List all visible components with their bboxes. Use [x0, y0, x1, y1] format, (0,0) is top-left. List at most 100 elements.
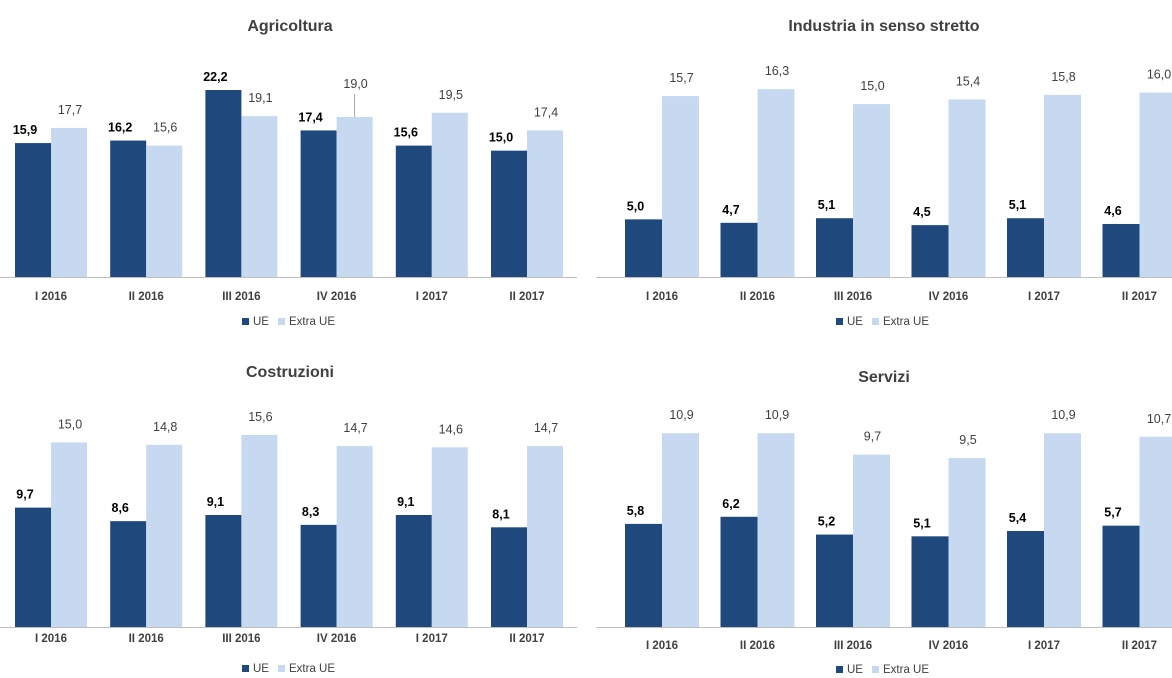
x-tick-label-i-2017: I 2017: [416, 633, 448, 645]
x-tick-label-ii-2017: II 2017: [509, 633, 544, 645]
legend-label-ue: UE: [847, 664, 863, 676]
bar-ue-iv-2016: [300, 524, 337, 627]
chart-agricoltura: Agricoltura 15,9 17,7 I 2016 16,2 15,6 II 2016…: [0, 0, 580, 345]
legend-swatch-ue: [242, 318, 249, 325]
bar-extra-ue-iv-2016: [336, 116, 373, 277]
chart-servizi-svg: Servizi 5,8 10,9 I 2016 6,2 10,9 II 2016 5,2 9,7…: [596, 369, 1172, 676]
value-label-extra-ue-ii-2017: 14,7: [534, 421, 558, 435]
bar-ue-i-2016: [15, 507, 51, 627]
chart-title: Costruzioni: [246, 364, 334, 381]
value-label-extra-ue-i-2017: 19,5: [439, 88, 463, 102]
legend-label-ue: UE: [253, 316, 269, 328]
value-label-ue-iii-2016: 5,2: [818, 515, 835, 529]
bar-ue-i-2017: [395, 145, 432, 277]
legend-swatch-extra-ue: [872, 318, 879, 325]
value-label-extra-ue-i-2016: 10,9: [669, 408, 693, 422]
value-label-ue-i-2017: 5,1: [1009, 198, 1026, 212]
bar-extra-ue-ii-2016: [757, 89, 795, 277]
bar-extra-ue-ii-2016: [146, 145, 183, 277]
bar-extra-ue-i-2017: [1044, 433, 1081, 627]
bar-ue-i-2016: [625, 523, 662, 627]
bar-extra-ue-ii-2017: [527, 130, 563, 277]
value-label-ue-ii-2016: 8,6: [112, 501, 129, 515]
legend-swatch-extra-ue: [278, 665, 285, 672]
bar-ue-i-2017: [1007, 531, 1044, 627]
bar-ue-iv-2016: [911, 536, 949, 627]
value-label-ue-ii-2016: 16,2: [108, 121, 132, 135]
x-tick-label-ii-2017: II 2017: [1122, 291, 1157, 303]
value-label-ue-ii-2017: 5,7: [1104, 506, 1121, 520]
value-label-extra-ue-iv-2016: 9,5: [959, 433, 976, 447]
value-label-extra-ue-ii-2016: 15,6: [153, 121, 177, 135]
value-label-extra-ue-i-2017: 15,8: [1051, 70, 1075, 84]
value-label-extra-ue-iii-2016: 15,6: [248, 410, 272, 424]
x-tick-label-ii-2016: II 2016: [129, 291, 164, 303]
x-tick-label-i-2017: I 2017: [1028, 291, 1060, 303]
legend-label-ue: UE: [253, 663, 269, 675]
value-label-extra-ue-iii-2016: 15,0: [860, 79, 884, 93]
x-tick-label-iv-2016: IV 2016: [317, 633, 357, 645]
value-label-extra-ue-iv-2016: 19,0: [343, 77, 367, 91]
bar-extra-ue-i-2016: [662, 433, 699, 627]
x-tick-label-i-2016: I 2016: [646, 640, 678, 652]
bar-ue-ii-2017: [1102, 223, 1140, 277]
value-label-ue-i-2016: 9,7: [16, 488, 33, 502]
bar-extra-ue-i-2017: [431, 112, 468, 277]
legend-label-extra-ue: Extra UE: [289, 663, 335, 675]
bar-ue-iii-2016: [816, 218, 853, 277]
bar-extra-ue-iv-2016: [948, 99, 986, 277]
x-tick-label-ii-2016: II 2016: [740, 640, 775, 652]
value-label-ue-i-2017: 5,4: [1009, 511, 1026, 525]
x-tick-label-iii-2016: III 2016: [834, 291, 872, 303]
value-label-ue-iv-2016: 17,4: [298, 110, 322, 124]
chart-title: Agricoltura: [247, 18, 332, 35]
value-label-extra-ue-i-2016: 15,0: [58, 417, 82, 431]
bar-ue-ii-2017: [1102, 525, 1140, 627]
bar-extra-ue-iii-2016: [853, 104, 890, 278]
value-label-ue-iii-2016: 9,1: [207, 495, 224, 509]
value-label-ue-ii-2017: 8,1: [492, 507, 509, 521]
value-label-extra-ue-i-2016: 17,7: [58, 103, 82, 117]
value-label-extra-ue-iv-2016: 14,7: [343, 421, 367, 435]
value-label-extra-ue-ii-2016: 16,3: [765, 64, 789, 78]
bar-ue-ii-2017: [491, 527, 527, 627]
x-tick-label-ii-2017: II 2017: [1122, 640, 1157, 652]
legend-label-extra-ue: Extra UE: [289, 316, 335, 328]
x-tick-label-iii-2016: III 2016: [222, 291, 260, 303]
x-tick-label-iv-2016: IV 2016: [929, 291, 969, 303]
bar-extra-ue-iii-2016: [241, 435, 278, 627]
bar-ue-iii-2016: [816, 534, 853, 627]
value-label-ue-i-2016: 15,9: [13, 123, 37, 137]
bar-extra-ue-iii-2016: [853, 454, 890, 627]
value-label-extra-ue-iv-2016: 15,4: [956, 74, 980, 88]
value-label-extra-ue-iii-2016: 9,7: [864, 430, 881, 444]
value-label-ue-i-2017: 15,6: [394, 126, 418, 140]
value-label-ue-i-2016: 5,8: [627, 504, 644, 518]
bar-extra-ue-iii-2016: [241, 116, 278, 277]
bar-ue-ii-2016: [110, 140, 147, 277]
chart-servizi: Servizi 5,8 10,9 I 2016 6,2 10,9 II 2016 5,2 9,7…: [596, 345, 1172, 678]
value-label-ue-iii-2016: 22,2: [203, 70, 227, 84]
x-tick-label-ii-2016: II 2016: [129, 633, 164, 645]
bar-ue-iii-2016: [205, 515, 242, 627]
bar-ue-i-2016: [625, 219, 662, 277]
value-label-ue-ii-2016: 4,7: [722, 203, 739, 217]
value-label-extra-ue-ii-2016: 14,8: [153, 420, 177, 434]
bar-extra-ue-ii-2017: [1139, 436, 1172, 627]
legend-swatch-extra-ue: [278, 318, 285, 325]
legend-swatch-ue: [242, 665, 249, 672]
value-label-extra-ue-ii-2017: 17,4: [534, 105, 558, 119]
chart-industria-svg: Industria in senso stretto 5,0 15,7 I 2016 4…: [596, 18, 1172, 328]
value-label-extra-ue-ii-2016: 10,9: [765, 408, 789, 422]
value-label-extra-ue-i-2017: 10,9: [1051, 408, 1075, 422]
bar-extra-ue-ii-2016: [146, 444, 183, 627]
x-tick-label-iv-2016: IV 2016: [317, 291, 357, 303]
bar-extra-ue-ii-2017: [527, 446, 563, 627]
x-tick-label-i-2017: I 2017: [1028, 640, 1060, 652]
bar-ue-iv-2016: [300, 130, 337, 277]
bar-ue-ii-2016: [720, 222, 758, 277]
x-tick-label-iv-2016: IV 2016: [929, 640, 969, 652]
x-tick-label-i-2016: I 2016: [35, 291, 67, 303]
value-label-ue-iv-2016: 8,3: [302, 505, 319, 519]
bar-ue-ii-2016: [110, 521, 147, 627]
